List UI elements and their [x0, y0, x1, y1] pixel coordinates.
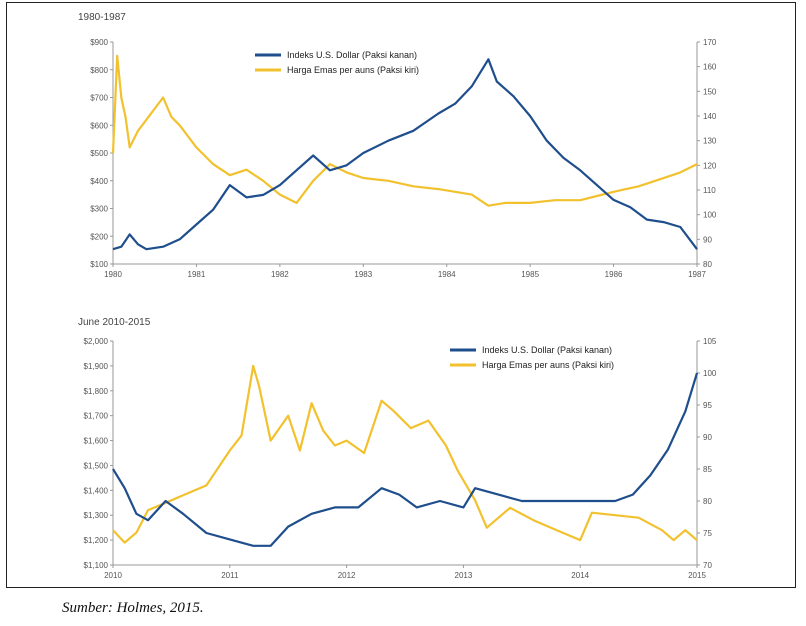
usd-index-line: [112, 372, 699, 547]
left-tick-label: $400: [90, 177, 108, 186]
right-tick-label: 150: [703, 87, 717, 96]
left-tick-label: $900: [90, 38, 108, 47]
x-tick-label: 1985: [521, 270, 539, 279]
left-tick-label: $1,900: [84, 362, 109, 371]
figure-frame: [6, 2, 796, 588]
usd-index-line: [112, 58, 698, 251]
x-tick-label: 2013: [455, 571, 473, 580]
right-tick-label: 105: [703, 337, 717, 346]
x-tick-label: 1983: [354, 270, 372, 279]
right-tick-label: 160: [703, 63, 717, 72]
right-tick-label: 70: [703, 561, 712, 570]
left-tick-label: $2,000: [84, 337, 109, 346]
left-tick-label: $1,100: [84, 561, 109, 570]
left-tick-label: $700: [90, 94, 108, 103]
source-caption: Sumber: Holmes, 2015.: [62, 600, 204, 616]
right-tick-label: 130: [703, 137, 717, 146]
left-tick-label: $100: [90, 260, 108, 269]
x-tick-label: 2014: [571, 571, 589, 580]
x-tick-label: 2011: [221, 571, 239, 580]
chart-title: June 2010-2015: [78, 317, 151, 328]
x-tick-label: 1982: [271, 270, 289, 279]
chart-title: 1980-1987: [78, 12, 126, 23]
x-tick-label: 2012: [338, 571, 356, 580]
left-tick-label: $300: [90, 205, 108, 214]
right-tick-label: 100: [703, 369, 717, 378]
right-tick-label: 120: [703, 161, 717, 170]
left-tick-label: $1,300: [84, 511, 109, 520]
gold-price-line: [111, 54, 698, 207]
chart-panel-2: June 2010-2015 $2,000 $1,900 $1,800 $1,700 $1…: [78, 317, 717, 580]
right-tick-label: 100: [703, 211, 717, 220]
right-tick-label: 95: [703, 401, 712, 410]
x-tick-label: 1981: [188, 270, 206, 279]
left-tick-label: $200: [90, 232, 108, 241]
left-tick-label: $1,800: [84, 387, 109, 396]
left-tick-label: $600: [90, 121, 108, 130]
right-tick-label: 90: [703, 235, 712, 244]
left-tick-label: $1,400: [84, 486, 109, 495]
legend-label: Harga Emas per auns (Paksi kiri): [482, 360, 614, 370]
legend-label: Indeks U.S. Dollar (Paksi kanan): [482, 345, 612, 355]
right-tick-label: 110: [703, 186, 716, 195]
left-tick-label: $1,700: [84, 412, 109, 421]
x-tick-label: 1987: [688, 270, 706, 279]
right-tick-label: 80: [703, 260, 712, 269]
left-tick-label: $1,200: [84, 536, 109, 545]
x-tick-label: 2015: [688, 571, 706, 580]
right-tick-label: 170: [703, 38, 717, 47]
chart-panel-1: 1980-1987 $900 $800 $700 $600 $500 $400 $300 $20…: [78, 12, 717, 279]
gold-price-line: [112, 364, 698, 544]
left-tick-label: $500: [90, 149, 108, 158]
legend-label: Indeks U.S. Dollar (Paksi kanan): [287, 50, 417, 60]
right-tick-label: 80: [703, 497, 712, 506]
left-tick-label: $1,600: [84, 437, 109, 446]
left-tick-label: $800: [90, 66, 108, 75]
right-tick-label: 85: [703, 465, 712, 474]
right-tick-label: 75: [703, 529, 712, 538]
right-tick-label: 90: [703, 433, 712, 442]
x-tick-label: 1980: [104, 270, 122, 279]
x-tick-label: 2010: [104, 571, 122, 580]
x-tick-label: 1984: [438, 270, 456, 279]
x-tick-label: 1986: [605, 270, 623, 279]
right-tick-label: 140: [703, 112, 717, 121]
legend-label: Harga Emas per auns (Paksi kiri): [287, 65, 419, 75]
left-tick-label: $1,500: [84, 461, 109, 470]
